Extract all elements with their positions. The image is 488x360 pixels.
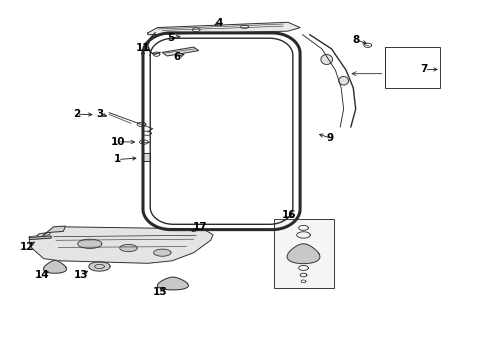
- Polygon shape: [147, 22, 300, 35]
- Polygon shape: [120, 244, 137, 252]
- Bar: [273, 219, 333, 288]
- Text: 5: 5: [167, 33, 174, 43]
- Polygon shape: [162, 47, 198, 56]
- Text: 7: 7: [420, 64, 427, 75]
- Text: 1: 1: [114, 154, 121, 165]
- Polygon shape: [29, 227, 213, 263]
- Polygon shape: [43, 261, 66, 273]
- Polygon shape: [29, 236, 51, 239]
- Text: 17: 17: [192, 222, 207, 232]
- Bar: [384, 47, 439, 88]
- Text: 13: 13: [74, 270, 88, 280]
- Polygon shape: [338, 77, 348, 85]
- Text: 12: 12: [20, 242, 34, 252]
- Polygon shape: [78, 239, 102, 248]
- Polygon shape: [320, 54, 332, 64]
- Text: 16: 16: [281, 211, 296, 220]
- Text: 14: 14: [35, 270, 50, 280]
- Polygon shape: [286, 244, 319, 264]
- Polygon shape: [89, 262, 110, 271]
- Text: 8: 8: [351, 35, 359, 45]
- Text: 4: 4: [215, 18, 223, 28]
- Polygon shape: [153, 249, 171, 256]
- Polygon shape: [157, 277, 188, 290]
- Text: 2: 2: [73, 109, 80, 119]
- Text: 15: 15: [152, 287, 167, 297]
- Text: 3: 3: [97, 109, 104, 119]
- Polygon shape: [142, 153, 150, 161]
- Polygon shape: [37, 226, 65, 237]
- Text: 6: 6: [173, 51, 180, 62]
- Text: 11: 11: [136, 43, 150, 53]
- Text: 10: 10: [110, 137, 125, 147]
- Text: 9: 9: [326, 133, 333, 143]
